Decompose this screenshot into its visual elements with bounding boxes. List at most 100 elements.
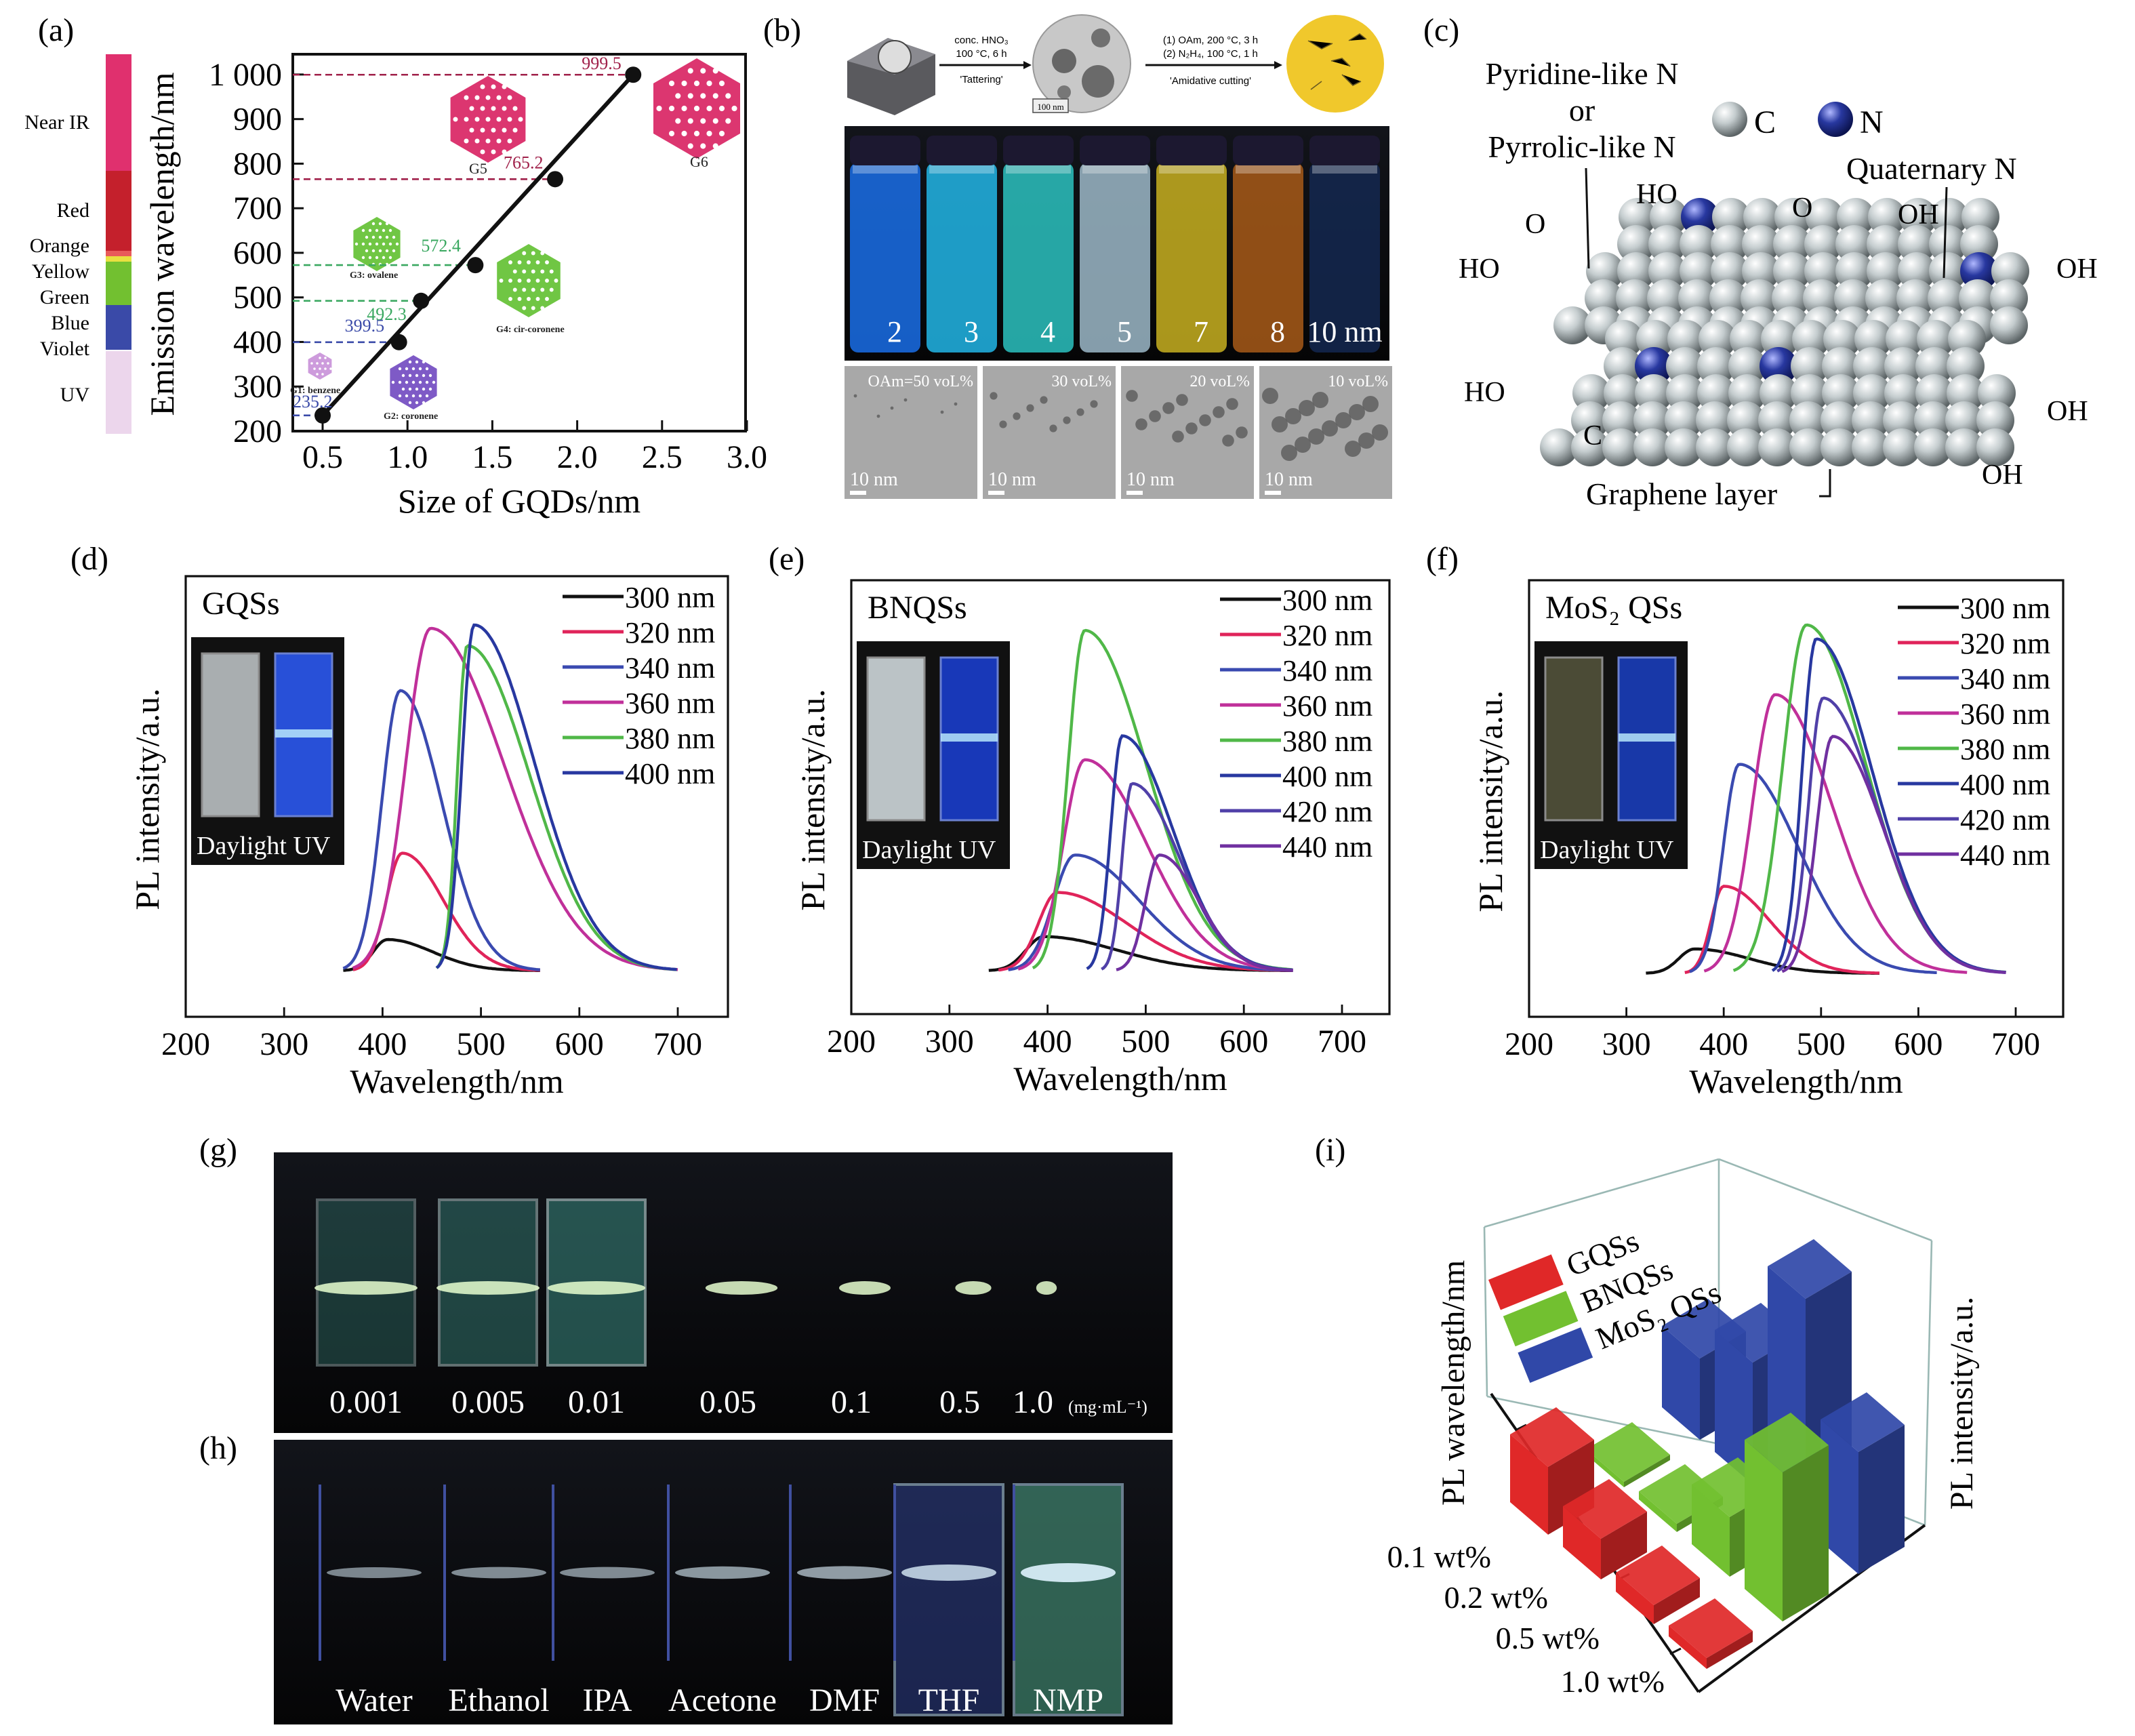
graphene-layer-label: Graphene layer (1586, 477, 1777, 511)
ring (425, 367, 429, 371)
ring (408, 387, 412, 391)
nanodot (1236, 426, 1248, 439)
nanodot (1040, 396, 1048, 404)
carbon-atom (1948, 320, 1986, 358)
spectrum-band-label: Green (40, 286, 89, 308)
pl-curve (352, 626, 678, 971)
fluorescence-band (901, 1565, 996, 1581)
ring (361, 242, 365, 246)
ring (405, 367, 409, 371)
vial-size-label: 4 (1040, 315, 1055, 348)
graphite-fiber-icon (847, 38, 935, 115)
carbon-atom (1945, 401, 1983, 439)
carbon-atom (1727, 428, 1765, 466)
nanodot (1199, 414, 1211, 426)
panel-label-i: (i) (1315, 1132, 1345, 1168)
data-label: 399.5 (345, 316, 385, 336)
x-tick-label: 2.0 (557, 439, 598, 475)
ring (712, 68, 718, 74)
carbon-atom (1743, 198, 1781, 236)
carbon-atom (1665, 401, 1703, 439)
y-axis-label: PL wavelength/nm (1436, 1260, 1471, 1506)
legend-label: 420 nm (1960, 803, 2050, 836)
carbon-atom (1617, 252, 1655, 290)
pl-curve (1684, 885, 1879, 975)
x-tick-label: 600 (1219, 1024, 1268, 1059)
bar-top-face (1563, 1479, 1647, 1539)
bar-top-face (1821, 1392, 1905, 1452)
x-axis-label: Size of GQDs/nm (398, 482, 640, 520)
nanodot (1345, 441, 1361, 457)
legend-label: 400 nm (1960, 768, 2050, 801)
x-tick-label: 1.5 (472, 439, 512, 475)
carbon-atom (1648, 252, 1686, 290)
carbon-atom (1915, 374, 1953, 412)
vial-meniscus (1312, 165, 1377, 174)
ring (491, 127, 496, 133)
ring (687, 68, 693, 74)
nanodot (1349, 404, 1365, 420)
carbon-atom (1712, 198, 1750, 236)
vial-cap (850, 136, 920, 165)
ring (512, 106, 518, 111)
bar-3d (1510, 1407, 1594, 1535)
carbon-atom (1773, 225, 1811, 263)
bar-front-face (1745, 1440, 1783, 1621)
ring (522, 287, 527, 292)
x-axis-label: Wavelength/nm (1689, 1062, 1903, 1100)
pyridine-label-2: or (1569, 93, 1595, 127)
nanodot (990, 392, 998, 400)
carbon-atom (1803, 279, 1841, 317)
ring (549, 269, 554, 274)
vial (1003, 163, 1074, 352)
data-label: 572.4 (421, 236, 461, 256)
carbon-atom (1635, 374, 1673, 412)
ring (388, 228, 392, 233)
ring (706, 130, 712, 137)
tem-label: 30 voL% (1051, 373, 1112, 390)
carbon-atom (1822, 347, 1860, 385)
ring (675, 118, 681, 124)
vial (1233, 163, 1303, 352)
carbon-atom (1990, 279, 2028, 317)
ring (712, 118, 718, 124)
nanodot (954, 402, 958, 406)
fluorescence-band (451, 1567, 546, 1579)
carbon-atom (1804, 225, 1842, 263)
nanodot (1172, 430, 1184, 443)
ring (522, 306, 527, 310)
tem-image (983, 366, 1116, 499)
spectrum-band (106, 54, 131, 171)
carbon-atom (1699, 320, 1736, 358)
bar-side-face (1783, 1445, 1829, 1621)
data-point (314, 407, 331, 424)
ring (507, 117, 512, 122)
carbon-atom (1823, 320, 1861, 358)
ring (378, 235, 382, 239)
x-tick-label: 200 (827, 1024, 876, 1059)
ring (469, 127, 474, 133)
spectrum-band (106, 256, 131, 262)
panel-label-a: (a) (38, 12, 74, 48)
ring (512, 287, 517, 292)
y-tick-label: 400 (233, 324, 282, 360)
panel-label-b: (b) (763, 12, 801, 48)
ring (392, 249, 396, 253)
carbon-atom (1647, 279, 1685, 317)
nanodot (1312, 392, 1328, 408)
ring (518, 117, 523, 122)
group-o-top: O (1792, 193, 1812, 224)
tem-circle-image (1032, 14, 1131, 113)
ring (464, 117, 469, 122)
ring (469, 106, 474, 111)
carbon-atom (1666, 374, 1704, 412)
legend-label: 340 nm (1282, 654, 1372, 687)
ring (681, 130, 687, 137)
x-axis-label: Wavelength/nm (350, 1062, 563, 1100)
carbon-atom (1886, 320, 1924, 358)
ring (517, 279, 522, 283)
ring (687, 93, 693, 99)
vial-size-label: 5 (1117, 315, 1132, 348)
molecule-2-icon (390, 355, 437, 409)
spectrum-band-label: Yellow (32, 260, 90, 283)
